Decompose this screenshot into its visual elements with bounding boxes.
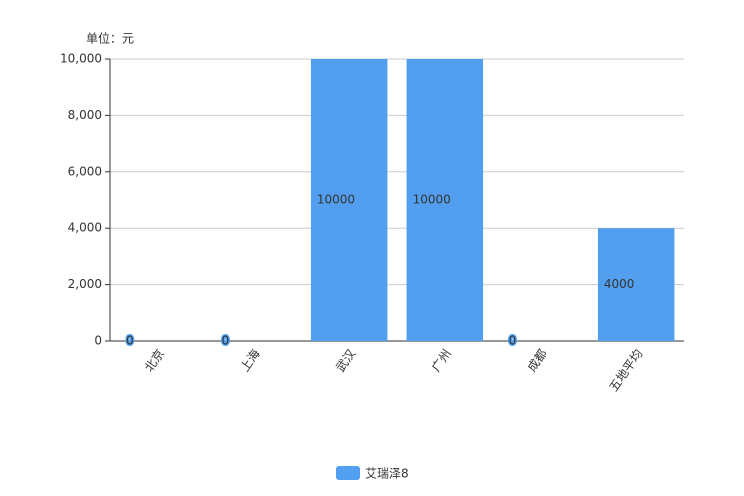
bar [310, 59, 388, 341]
data-label: 10000 [413, 193, 451, 207]
x-tick-label: 广州 [429, 347, 454, 375]
data-label: 0 [509, 334, 517, 348]
y-tick-label: 4,000 [68, 221, 102, 235]
data-label: 0 [126, 334, 134, 348]
data-label: 0 [222, 334, 230, 348]
bar [597, 228, 675, 341]
y-tick-label: 0 [94, 334, 102, 348]
x-tick-label: 北京 [142, 347, 167, 375]
y-tick-label: 8,000 [68, 108, 102, 122]
x-tick-label: 上海 [237, 346, 263, 374]
y-tick-label: 6,000 [68, 164, 102, 178]
x-tick-label: 成都 [525, 347, 550, 375]
bar [406, 59, 484, 341]
y-tick-label: 10,000 [60, 52, 102, 66]
legend-swatch [336, 466, 360, 480]
data-label: 4000 [604, 277, 635, 291]
x-tick-label: 五地平均 [606, 347, 645, 394]
legend-label: 艾瑞泽8 [365, 467, 409, 481]
y-axis-label: 单位：元 [86, 31, 134, 46]
y-tick-label: 2,000 [68, 277, 102, 291]
data-label: 10000 [317, 193, 355, 207]
x-tick-label: 武汉 [333, 347, 358, 375]
